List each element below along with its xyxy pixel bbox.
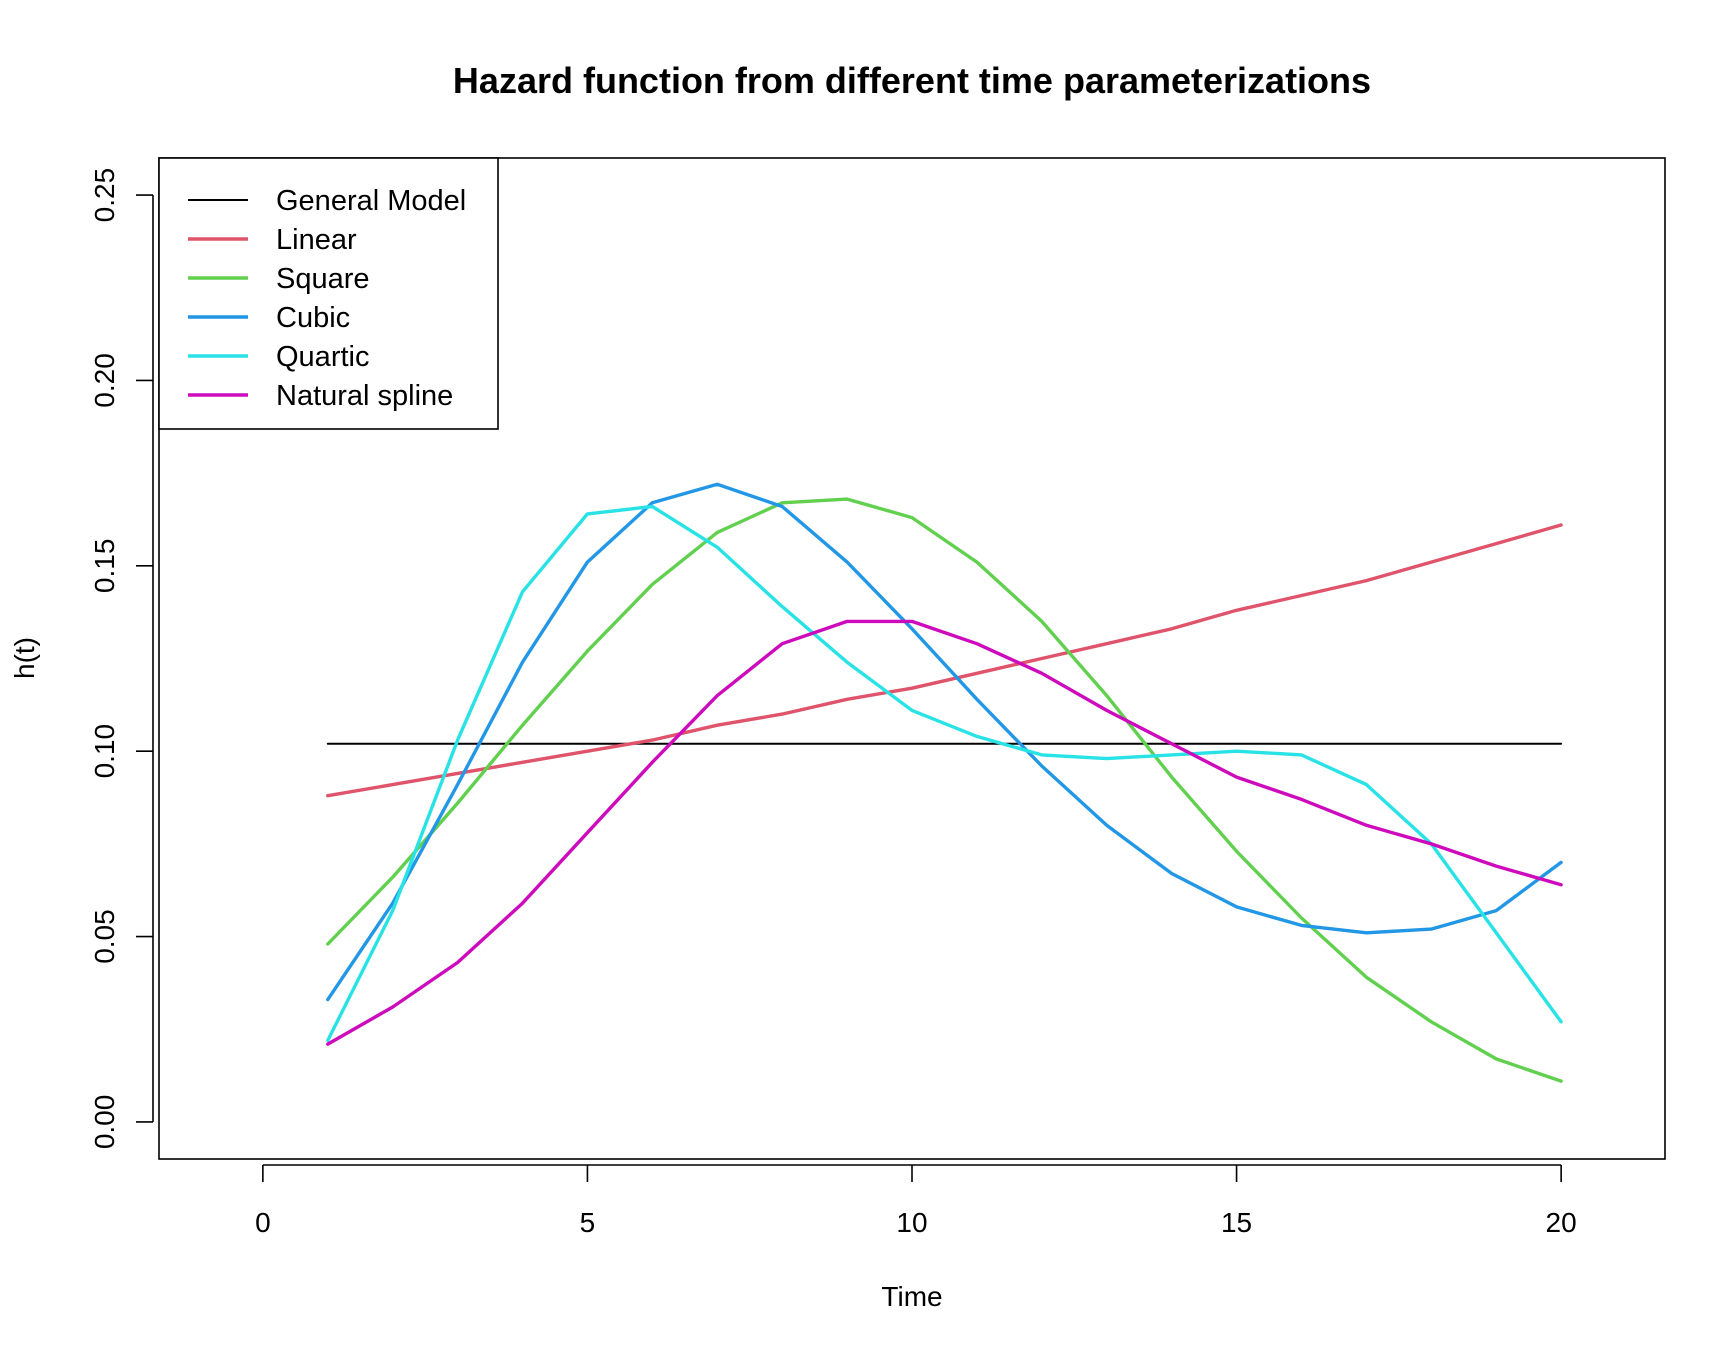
series-line-square xyxy=(326,497,1563,1083)
legend-label-square: Square xyxy=(276,263,370,295)
y-tick-label: 0.20 xyxy=(89,353,120,408)
plot-frame xyxy=(158,157,1666,1160)
legend-box xyxy=(158,157,499,430)
chart-title: Hazard function from different time para… xyxy=(453,60,1371,101)
series-line-cubic xyxy=(326,482,1563,1002)
legend-label-quartic: Quartic xyxy=(276,341,369,373)
y-tick-label: 0.05 xyxy=(89,909,120,964)
x-tick-label: 10 xyxy=(896,1207,927,1238)
legend-label-natural-spline: Natural spline xyxy=(276,380,453,412)
legend-label-linear: Linear xyxy=(276,224,357,256)
series-line-quartic xyxy=(326,504,1563,1043)
x-tick-label: 5 xyxy=(580,1207,596,1238)
x-axis: 0 5 10 15 20 xyxy=(255,1164,1577,1238)
legend-label-general-model: General Model xyxy=(276,185,466,217)
x-tick-label: 15 xyxy=(1221,1207,1252,1238)
y-tick-label: 0.25 xyxy=(89,168,120,223)
y-axis-label: h(t) xyxy=(9,637,40,679)
legend-label-cubic: Cubic xyxy=(276,302,350,334)
x-tick-label: 20 xyxy=(1546,1207,1577,1238)
x-tick-label: 0 xyxy=(255,1207,271,1238)
y-tick-label: 0.15 xyxy=(89,539,120,594)
y-tick-label: 0.00 xyxy=(89,1095,120,1150)
y-axis: 0.00 0.05 0.10 0.15 0.20 0.25 xyxy=(89,168,154,1150)
legend: General Model Linear Square Cubic Quartic Nat… xyxy=(158,157,499,430)
legend-items: General Model Linear Square Cubic Quartic Nat… xyxy=(188,185,466,412)
x-axis-label: Time xyxy=(881,1281,942,1312)
y-tick-label: 0.10 xyxy=(89,724,120,779)
series-layer xyxy=(326,482,1563,1083)
series-line-natural-spline xyxy=(326,619,1563,1046)
series-line-linear xyxy=(326,523,1563,798)
